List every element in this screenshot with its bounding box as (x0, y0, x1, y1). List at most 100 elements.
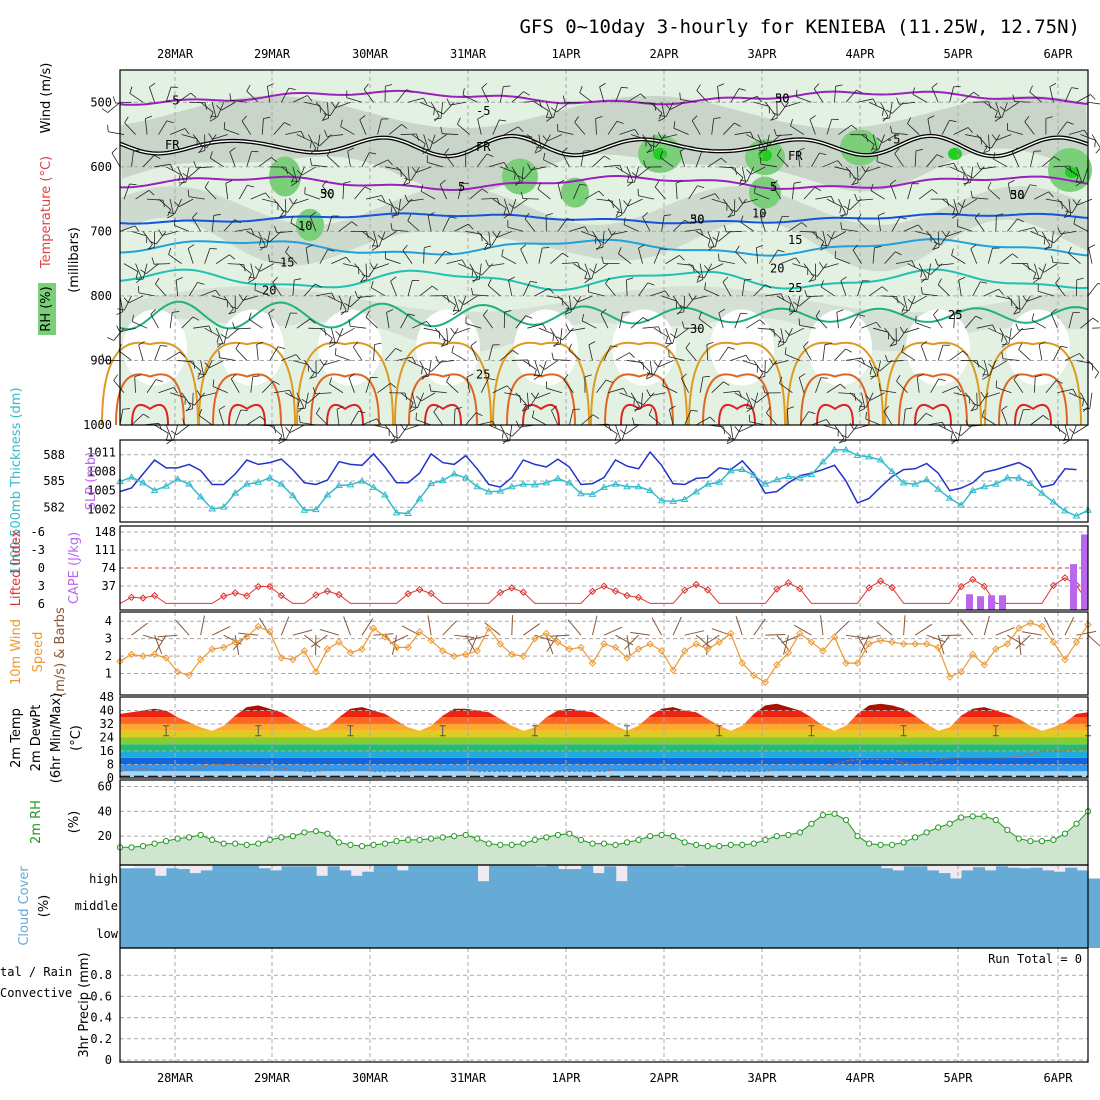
wind-barb (856, 89, 863, 94)
temp-minmax-bar (439, 725, 446, 737)
wind-barb (401, 124, 408, 129)
wind-barb (933, 309, 939, 316)
wind-barb (345, 256, 351, 263)
wind-barb (1034, 227, 1039, 234)
wind-speed-point (462, 650, 470, 659)
wind-barb (309, 141, 312, 149)
wind-barb (165, 424, 173, 440)
wind-barb (894, 153, 904, 168)
wind-barb (695, 231, 711, 240)
wind-barb (373, 231, 379, 247)
wind-barb (273, 389, 290, 394)
wind-barb (129, 86, 133, 94)
wind-barb (169, 199, 174, 215)
wind-barb (1049, 86, 1054, 103)
wind-barb (387, 159, 393, 166)
wind-barb (695, 416, 711, 426)
wind-barb (361, 231, 376, 242)
wind-barb (660, 248, 668, 250)
wind-speed-point (323, 645, 332, 653)
wind-barb (642, 134, 653, 148)
wind-barb (458, 299, 465, 305)
rh-point (554, 831, 562, 839)
wind-barb (745, 392, 753, 408)
lifted-index-point (773, 585, 781, 593)
wind-barb (396, 166, 408, 179)
slp-point (196, 492, 205, 500)
cloud-bar (1088, 892, 1100, 920)
cloud-bar (615, 881, 628, 892)
slp-point (438, 476, 447, 483)
wind-barb (185, 166, 190, 183)
wind-barb (809, 119, 816, 135)
wind-barb (704, 282, 707, 290)
cloud-bar (811, 920, 824, 948)
slp-axis-label: SLP (mb) (84, 452, 99, 511)
wind-barb (323, 360, 340, 366)
wind-barb (429, 134, 436, 150)
wind-barb (723, 426, 726, 434)
wind-barb (267, 83, 274, 87)
wind-barb (259, 263, 275, 272)
wind-barb (158, 387, 174, 394)
cloud-bar (385, 920, 398, 948)
rh-contour-label: 30 (1010, 188, 1024, 202)
wind-barb (872, 327, 889, 333)
wind-barb (1087, 101, 1100, 105)
wind-barb (327, 102, 329, 119)
wind-barb (627, 198, 643, 207)
wind-barb (227, 263, 244, 265)
wind-barb (301, 399, 309, 404)
wind-barb (672, 295, 683, 310)
bottom-date-tick: 2APR (650, 1071, 680, 1085)
wind-barb (524, 218, 536, 232)
wind-speed-point (312, 668, 320, 676)
wind-barb (953, 392, 970, 397)
wind-barb (723, 390, 740, 394)
precip-conv-label: Convective (0, 986, 72, 1000)
wind-barb (523, 100, 540, 103)
rh-point (912, 834, 919, 841)
thickness-tick: 582 (43, 500, 65, 514)
wind-speed-point (438, 647, 447, 655)
slp-point (749, 471, 758, 478)
wind-barb (361, 274, 369, 278)
wind-barb (623, 388, 628, 395)
cloud-bar (926, 920, 939, 948)
wind-barb (504, 310, 512, 313)
top-date-tick: 29MAR (254, 47, 291, 61)
cloud-bar (189, 920, 202, 948)
cloud-bar (938, 892, 951, 920)
slp-point (1061, 506, 1069, 514)
wind-barb (439, 179, 446, 185)
wind-barb (466, 376, 471, 393)
wind-barb (363, 89, 374, 103)
wind-barb (911, 260, 916, 268)
isotherm-arch (115, 373, 185, 426)
wind-barb (410, 166, 420, 181)
wind-barb (565, 324, 570, 332)
wind-barb (442, 216, 451, 232)
wind-barb (407, 220, 420, 232)
wind-barb (811, 419, 827, 426)
wind-barb (123, 295, 132, 311)
cloud-bar (673, 892, 686, 920)
cloud-bar (800, 865, 813, 892)
wind-barb (605, 277, 610, 284)
wind-barb (215, 328, 224, 343)
wind-barb (1021, 295, 1031, 310)
wind-barb (374, 342, 382, 345)
wind-barb (616, 211, 624, 214)
rh-cell-saturated (758, 149, 772, 162)
wind-barb (288, 197, 294, 205)
wind-barb (696, 274, 701, 281)
wind-barb (826, 383, 841, 394)
wind-barb (665, 328, 672, 344)
wind-barb (872, 247, 875, 264)
wind-barb (859, 405, 867, 408)
wind-barb (167, 214, 174, 219)
wind-barb (155, 283, 167, 297)
rh-point (508, 841, 515, 848)
lifted-index-point (1049, 581, 1058, 590)
wind-barb (396, 89, 407, 103)
